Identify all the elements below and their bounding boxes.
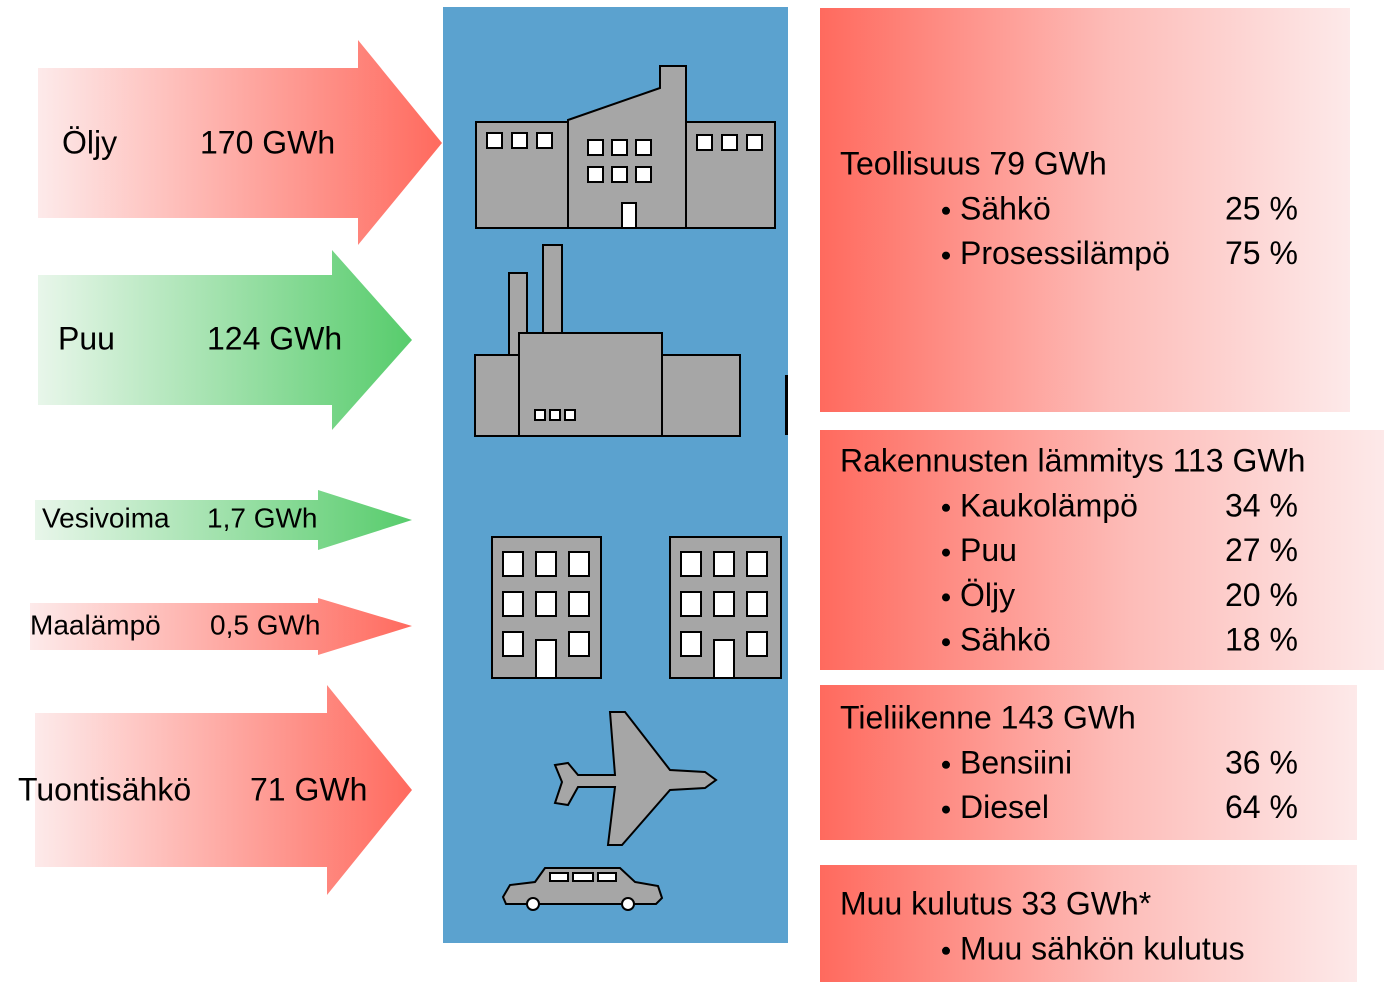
bullet bbox=[942, 504, 950, 512]
item-share: 75 % bbox=[1225, 235, 1298, 271]
bullet bbox=[942, 806, 950, 814]
bullet bbox=[942, 207, 950, 215]
divider bbox=[785, 375, 788, 435]
item-share: 36 % bbox=[1225, 744, 1298, 780]
input-label: Puu bbox=[58, 320, 115, 356]
item-share: 64 % bbox=[1225, 789, 1298, 825]
input-label: Tuontisähkö bbox=[18, 771, 191, 807]
diagram: Öljy 170 GWh Puu 124 GWh Vesivoima 1,7 G… bbox=[0, 0, 1386, 982]
output-title: Tieliikenne 143 GWh bbox=[840, 699, 1136, 735]
item-share: 27 % bbox=[1225, 532, 1298, 568]
item-share: 18 % bbox=[1225, 622, 1298, 658]
output-title: Teollisuus 79 GWh bbox=[840, 145, 1107, 181]
input-amount: 71 GWh bbox=[250, 771, 367, 807]
input-label: Maalämpö bbox=[30, 609, 161, 640]
building-icon bbox=[492, 537, 601, 678]
item-name: Sähkö bbox=[960, 622, 1051, 658]
bullet bbox=[942, 252, 950, 260]
building-icon bbox=[670, 537, 781, 678]
input-amount: 124 GWh bbox=[207, 320, 342, 356]
input-amount: 1,7 GWh bbox=[207, 502, 317, 533]
input-amount: 170 GWh bbox=[200, 124, 335, 160]
bullet bbox=[942, 593, 950, 601]
item-name: Diesel bbox=[960, 789, 1049, 825]
item-name: Puu bbox=[960, 532, 1017, 568]
item-name: Sähkö bbox=[960, 190, 1051, 226]
output-title: Muu kulutus 33 GWh* bbox=[840, 885, 1151, 921]
bullet bbox=[942, 947, 950, 955]
bullet bbox=[942, 549, 950, 557]
output-title: Rakennusten lämmitys 113 GWh bbox=[840, 442, 1305, 478]
item-name: Bensiini bbox=[960, 744, 1072, 780]
input-label: Vesivoima bbox=[42, 502, 170, 533]
item-name: Öljy bbox=[960, 577, 1015, 613]
bullet bbox=[942, 761, 950, 769]
item-name: Kaukolämpö bbox=[960, 487, 1138, 523]
item-share: 20 % bbox=[1225, 577, 1298, 613]
item-name: Muu sähkön kulutus bbox=[960, 930, 1245, 966]
item-name: Prosessilämpö bbox=[960, 235, 1170, 271]
bullet bbox=[942, 638, 950, 646]
input-amount: 0,5 GWh bbox=[210, 609, 320, 640]
input-label: Öljy bbox=[62, 124, 117, 160]
item-share: 34 % bbox=[1225, 487, 1298, 523]
item-share: 25 % bbox=[1225, 190, 1298, 226]
